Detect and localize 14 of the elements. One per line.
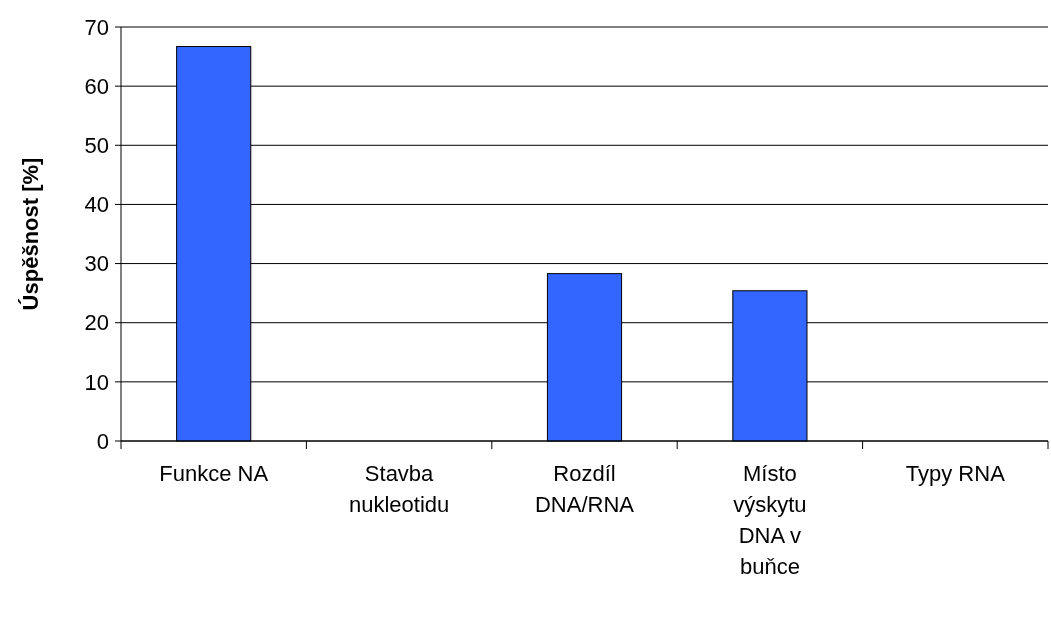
- y-tick-label: 0: [96, 428, 109, 454]
- y-tick-label: 10: [84, 369, 109, 395]
- x-tick-label: Místo výskytu DNA v buňce: [733, 461, 807, 579]
- y-tick-label: 40: [84, 192, 109, 218]
- y-tick-label: 60: [84, 73, 109, 99]
- x-tick-label: Stavba nukleotidu: [348, 461, 450, 517]
- y-tick-label: 20: [84, 310, 109, 336]
- y-axis-title: Úspěšnost [%]: [18, 157, 43, 311]
- x-tick-label: Typy RNA: [905, 461, 1006, 486]
- y-tick-label: 50: [84, 132, 109, 158]
- x-tick-label: Funkce NA: [159, 461, 269, 486]
- x-tick-label: Rozdíl DNA/RNA: [534, 461, 635, 517]
- y-tick-label: 70: [84, 14, 109, 40]
- y-tick-label: 30: [84, 251, 109, 277]
